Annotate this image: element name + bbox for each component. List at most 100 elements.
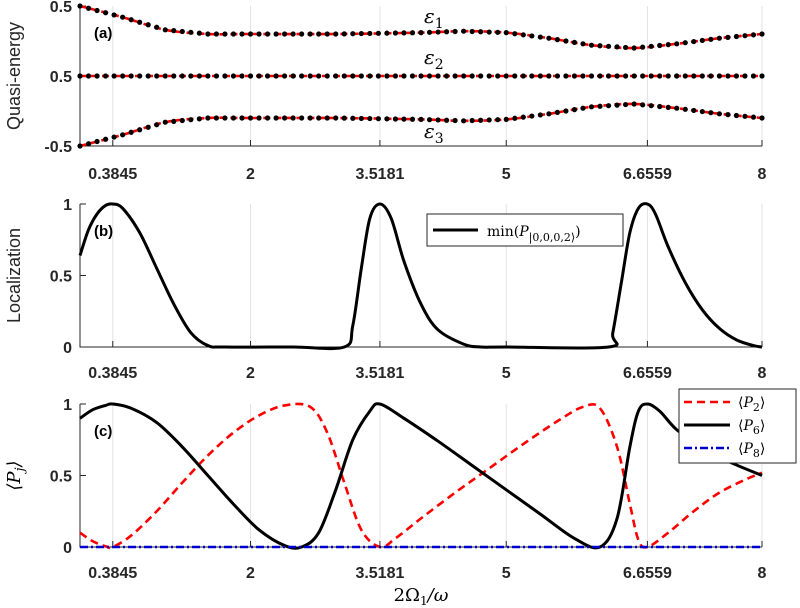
x-tick-label: 3.5181: [355, 565, 404, 582]
series-marker: [461, 73, 467, 79]
series-marker: [750, 114, 757, 120]
series-marker: [640, 73, 646, 79]
series-marker: [426, 73, 433, 79]
y-tick-label: 1: [63, 197, 72, 214]
series-marker: [358, 115, 364, 122]
series-marker: [597, 103, 603, 109]
series-marker: [264, 115, 271, 121]
series-marker: [205, 31, 211, 37]
series-marker: [85, 73, 92, 79]
series-marker: [137, 19, 143, 25]
series-marker: [503, 29, 509, 36]
series-marker: [350, 31, 356, 37]
series-marker: [640, 102, 646, 108]
series-marker: [230, 73, 237, 79]
series-marker: [733, 112, 740, 119]
series-marker: [290, 73, 296, 79]
series-marker: [384, 116, 390, 122]
series-marker: [597, 73, 603, 79]
series-marker: [665, 104, 671, 110]
series-marker: [324, 73, 330, 79]
x-tick-label: 3.5181: [355, 365, 404, 382]
x-tick-label: 6.6559: [623, 565, 672, 582]
series-marker: [111, 73, 117, 79]
series-marker: [699, 73, 705, 79]
series-marker: [571, 73, 578, 79]
series-marker: [486, 73, 492, 79]
series-marker: [452, 28, 458, 35]
series-marker: [341, 73, 347, 79]
series-marker: [529, 33, 535, 39]
series-marker: [742, 33, 748, 39]
series-marker: [529, 73, 535, 79]
series-marker: [657, 42, 663, 49]
series-line: [78, 202, 763, 351]
series-marker: [256, 73, 262, 79]
y-axis-label: Localization: [4, 228, 24, 323]
series-marker: [461, 28, 467, 34]
y-tick-label: 0.5: [50, 269, 72, 286]
series-marker: [631, 73, 637, 79]
series-marker: [699, 37, 705, 44]
series-marker: [154, 73, 160, 79]
series-marker: [435, 73, 441, 79]
series-marker: [512, 115, 518, 121]
series-marker: [614, 44, 620, 50]
series-marker: [222, 31, 228, 37]
series-marker: [426, 29, 433, 35]
series-marker: [307, 31, 313, 37]
series-marker: [725, 112, 731, 118]
series-marker: [299, 31, 305, 37]
series-marker: [495, 117, 501, 123]
series-marker: [665, 73, 671, 79]
series-marker: [162, 73, 168, 79]
series-marker: [154, 122, 160, 128]
series-marker: [571, 39, 578, 46]
series-marker: [537, 34, 543, 40]
series-marker: [341, 115, 347, 121]
series-marker: [580, 41, 586, 47]
series-marker: [648, 103, 654, 109]
y-tick-label: -0.5: [44, 139, 72, 156]
series-line: [79, 102, 763, 148]
series-marker: [682, 106, 688, 112]
series-marker: [179, 73, 185, 79]
series-marker: [580, 73, 586, 79]
y-axis-label: Quasi-energy: [4, 22, 24, 130]
series-marker: [486, 117, 492, 123]
series-marker: [77, 73, 83, 79]
series-marker: [239, 31, 245, 37]
series-marker: [77, 3, 83, 9]
series-marker: [282, 115, 288, 121]
panel-label: (b): [94, 223, 113, 240]
panel-b: 0.3845 2 3.5181 5 6.6559 8 0 0.5 1 (b) Localizatio…: [4, 197, 767, 382]
series-marker: [640, 44, 646, 50]
series-marker: [708, 36, 714, 42]
series-marker: [137, 73, 143, 79]
series-marker: [111, 12, 117, 18]
series-marker: [230, 31, 237, 37]
y-tick-label: 0.5: [50, 469, 72, 486]
series-marker: [358, 30, 364, 37]
y-axis-label: ⟨Pj⟩: [4, 460, 28, 490]
series-marker: [503, 73, 509, 79]
series-marker: [623, 73, 629, 79]
series-marker: [299, 73, 305, 79]
series-marker: [682, 40, 688, 46]
series-marker: [452, 117, 458, 124]
series-marker: [350, 73, 356, 79]
x-tick-label: 5: [502, 565, 511, 582]
series-marker: [205, 73, 211, 79]
series-marker: [580, 105, 586, 111]
series-marker: [469, 28, 475, 35]
series-marker: [196, 73, 202, 79]
axis-frame: [79, 404, 762, 548]
series-marker: [520, 114, 526, 120]
series-marker: [725, 73, 731, 79]
series-marker: [478, 117, 484, 123]
series-marker: [94, 7, 100, 14]
series-marker: [316, 115, 322, 121]
series-marker: [537, 73, 543, 79]
series-marker: [418, 73, 424, 79]
